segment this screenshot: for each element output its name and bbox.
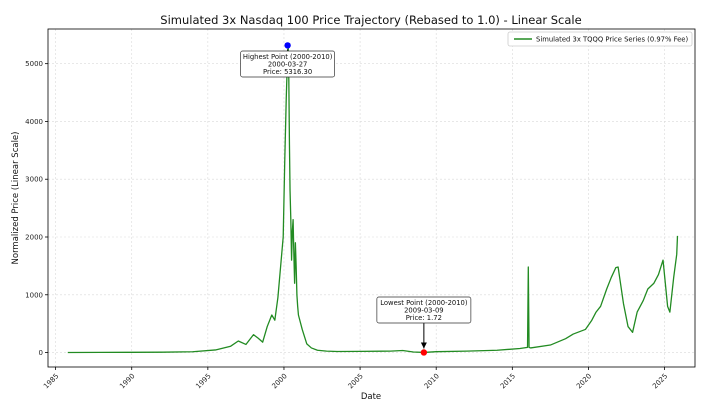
annotation-label: Highest Point (2000-2010): [243, 53, 333, 61]
series-line: [67, 44, 679, 354]
annotation-marker: [284, 42, 291, 49]
x-axis-label: Date: [361, 392, 381, 402]
y-tick-label: 0: [39, 349, 43, 357]
y-tick-label: 4000: [25, 118, 43, 126]
annotation-date: 2000-03-27: [268, 61, 308, 69]
annotation-price: Price: 1.72: [406, 314, 442, 322]
annotation-date: 2009-03-09: [404, 307, 444, 315]
y-tick-label: 5000: [25, 60, 43, 68]
plot-frame: [47, 28, 696, 368]
annotation-layer: Highest Point (2000-2010)2000-03-27Price…: [240, 42, 472, 356]
annotation-label: Lowest Point (2000-2010): [380, 299, 468, 307]
chart-title: Simulated 3x Nasdaq 100 Price Trajectory…: [160, 13, 581, 27]
y-axis-label: Normalized Price (Linear Scale): [11, 132, 21, 265]
y-tick-label: 1000: [25, 291, 43, 299]
legend: Simulated 3x TQQQ Price Series (0.97% Fe…: [507, 31, 693, 47]
y-tick-label: 3000: [25, 176, 43, 184]
legend-box: [507, 31, 693, 47]
series-layer: [67, 44, 679, 354]
annotation-marker: [420, 349, 428, 356]
annotation-box: [376, 296, 472, 324]
y-tick-label: 2000: [25, 234, 43, 242]
annotation-box: [240, 50, 335, 78]
annotation-price: Price: 5316.30: [263, 68, 312, 76]
gridlines: [48, 29, 695, 367]
annotation-arrowhead: [420, 342, 427, 349]
legend-label: Simulated 3x TQQQ Price Series (0.97% Fe…: [536, 36, 688, 44]
